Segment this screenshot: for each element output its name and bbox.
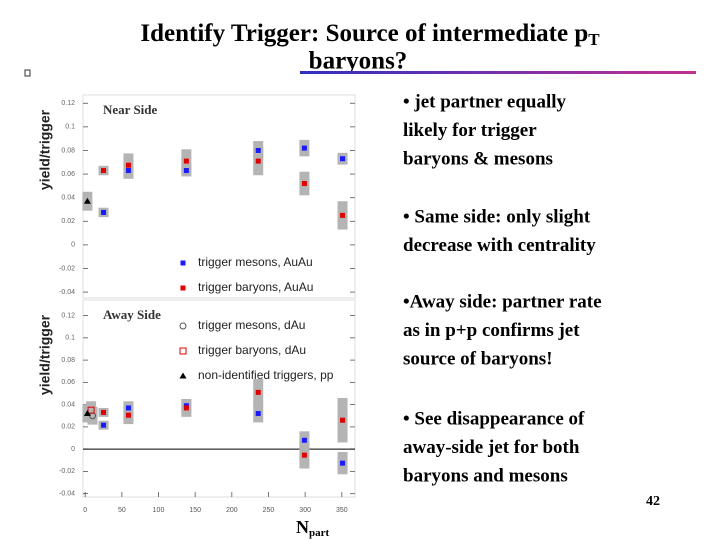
marker: [101, 209, 107, 215]
y-tick-label: 0.1: [65, 335, 75, 342]
title-line-2: baryons?: [309, 48, 408, 75]
marker: [255, 411, 261, 417]
bullet-line: baryons and mesons: [403, 465, 568, 486]
x-tick-label: 150: [189, 507, 201, 514]
marker: [87, 406, 95, 414]
panel-label: Away Side: [103, 307, 161, 322]
y-tick-label: -0.04: [59, 491, 75, 498]
bullet-line: likely for trigger: [403, 120, 537, 141]
marker: [179, 347, 187, 355]
bullet-line: away-side jet for both: [403, 437, 580, 458]
marker: [255, 389, 261, 395]
marker: [255, 158, 261, 164]
marker: [179, 322, 187, 330]
panel: 0.12 0.1 0.08 0.06 0.04 0.02 0 -0.02 -0.04 0 50 100…: [37, 299, 356, 539]
marker: [340, 460, 346, 466]
marker: [101, 422, 107, 428]
y-tick-label: -0.02: [59, 468, 75, 475]
y-tick-label: 0.04: [61, 195, 75, 202]
y-tick-label: 0.02: [61, 218, 75, 225]
bullet-line: • jet partner equally: [403, 91, 567, 112]
legend-label: trigger baryons, dAu: [198, 343, 306, 357]
legend-label: non-identified triggers, pp: [198, 368, 334, 382]
marker: [83, 197, 91, 204]
y-tick-label: 0.12: [61, 312, 75, 319]
marker: [301, 437, 307, 443]
marker: [183, 168, 189, 174]
marker: [180, 260, 186, 266]
marker: [101, 409, 107, 415]
x-tick-label: 100: [153, 507, 165, 514]
marker: [340, 156, 346, 162]
title-line-1: Identify Trigger: Source of intermediate…: [140, 20, 600, 49]
y-tick-label: 0: [71, 446, 75, 453]
marker: [301, 181, 307, 187]
x-tick-label: 50: [118, 507, 126, 514]
marker: [125, 412, 131, 418]
title-subscript: T: [588, 30, 600, 49]
y-tick-label: 0.06: [61, 171, 75, 178]
title-text: Identify Trigger: Source of intermediate…: [140, 20, 588, 47]
x-axis-label: Npart: [296, 517, 330, 538]
y-tick-label: 0.1: [65, 124, 75, 131]
bullet-line: • See disappearance of: [403, 408, 585, 429]
y-axis-label: yield/trigger: [37, 109, 53, 190]
bullet-line: decrease with centrality: [403, 235, 596, 256]
y-tick-label: 0.12: [61, 100, 75, 107]
bullet-line: baryons & mesons: [403, 148, 553, 169]
marker: [125, 162, 131, 168]
legend-label: trigger mesons, AuAu: [198, 255, 313, 269]
marker: [125, 168, 131, 174]
y-tick-label: 0.08: [61, 147, 75, 154]
marker: [83, 410, 91, 417]
charts: 0.12 0.1 0.08 0.06 0.04 0.02 0 -0.02 -0.04 Near S…: [37, 94, 356, 539]
legend-label: trigger mesons, dAu: [198, 318, 305, 332]
marker: [301, 145, 307, 151]
marker: [183, 405, 189, 411]
y-tick-label: 0.06: [61, 379, 75, 386]
marker: [101, 168, 107, 174]
marker: [301, 452, 307, 458]
y-axis-label: yield/trigger: [37, 314, 53, 395]
x-tick-label: 350: [336, 507, 348, 514]
x-label-main: N: [296, 517, 309, 537]
bullet-line: source of baryons!: [403, 348, 553, 369]
marker: [255, 147, 261, 153]
y-tick-label: 0.02: [61, 424, 75, 431]
y-tick-label: 0: [71, 242, 75, 249]
y-tick-label: -0.04: [59, 289, 75, 296]
title-underline: [300, 71, 696, 74]
bullet-line: • Same side: only slight: [403, 206, 591, 227]
plot-frame: [82, 299, 356, 498]
x-tick-label: 0: [83, 507, 87, 514]
x-label-sub: part: [309, 527, 330, 539]
x-tick-label: 250: [263, 507, 275, 514]
marker: [180, 285, 186, 291]
y-tick-label: 0.04: [61, 401, 75, 408]
panel: 0.12 0.1 0.08 0.06 0.04 0.02 0 -0.02 -0.04 Near S…: [37, 94, 356, 299]
panel-label: Near Side: [103, 102, 158, 117]
marker: [125, 405, 131, 411]
bullet-line: as in p+p confirms jet: [403, 320, 580, 341]
marker: [179, 372, 187, 379]
x-tick-label: 300: [299, 507, 311, 514]
marker: [183, 158, 189, 164]
x-tick-label: 200: [226, 507, 238, 514]
plot-frame: [82, 94, 356, 299]
legend-label: trigger baryons, AuAu: [198, 280, 313, 294]
bullets: • jet partner equally likely for trigger b…: [403, 91, 602, 486]
marker: [340, 212, 346, 218]
bullet-line: •Away side: partner rate: [403, 291, 602, 312]
marker: [340, 417, 346, 423]
y-tick-label: -0.02: [59, 265, 75, 272]
y-tick-label: 0.08: [61, 357, 75, 364]
icon: [24, 69, 31, 77]
page-number: 42: [646, 494, 660, 509]
